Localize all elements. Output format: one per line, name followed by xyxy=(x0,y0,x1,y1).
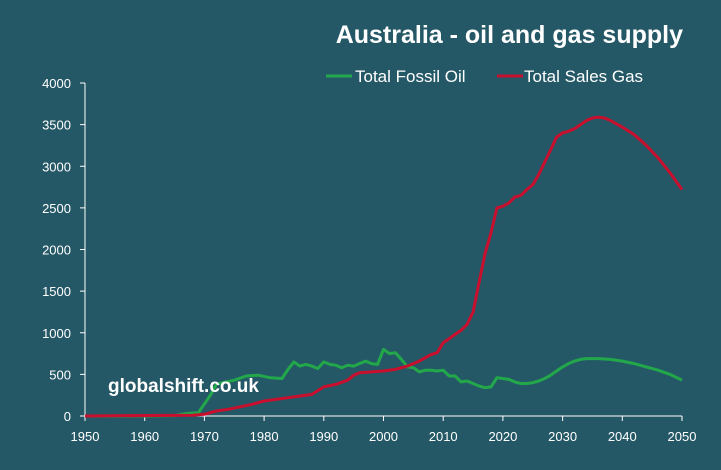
x-tick-label: 1970 xyxy=(190,429,219,444)
x-tick-label: 2030 xyxy=(548,429,577,444)
y-tick-label: 2000 xyxy=(42,243,71,258)
x-tick-label: 2040 xyxy=(608,429,637,444)
chart-title: Australia - oil and gas supply xyxy=(336,21,683,49)
y-tick-label: 1000 xyxy=(42,326,71,341)
series-line-total-fossil-oil xyxy=(85,347,683,418)
legend: Total Fossil Oil Total Sales Gas xyxy=(326,67,643,86)
y-tick-label: 500 xyxy=(49,367,71,382)
x-tick-label: 2020 xyxy=(488,429,517,444)
x-tick-label: 2000 xyxy=(369,429,398,444)
series-line-total-sales-gas xyxy=(84,115,684,418)
x-tick-label: 1960 xyxy=(130,429,159,444)
x-tick-label: 1950 xyxy=(71,429,100,444)
legend-label-gas: Total Sales Gas xyxy=(524,67,643,86)
y-axis-ticks: 0 500 1000 1500 2000 2500 3000 3500 4000 xyxy=(42,76,85,424)
y-tick-label: 1500 xyxy=(42,284,71,299)
legend-label-oil: Total Fossil Oil xyxy=(355,67,466,86)
series-layer xyxy=(84,115,684,418)
x-tick-label: 2010 xyxy=(429,429,458,444)
x-tick-label: 1990 xyxy=(309,429,338,444)
y-tick-label: 3000 xyxy=(42,159,71,174)
x-tick-label: 1980 xyxy=(250,429,279,444)
y-tick-label: 3500 xyxy=(42,118,71,133)
y-tick-label: 0 xyxy=(64,409,71,424)
x-axis-ticks: 1950 1960 1970 1980 1990 2000 2010 2020 2030 2040… xyxy=(71,416,697,444)
y-tick-label: 2500 xyxy=(42,201,71,216)
y-tick-label: 4000 xyxy=(42,76,71,91)
x-tick-label: 2050 xyxy=(668,429,697,444)
watermark-text: globalshift.co.uk xyxy=(108,376,259,397)
